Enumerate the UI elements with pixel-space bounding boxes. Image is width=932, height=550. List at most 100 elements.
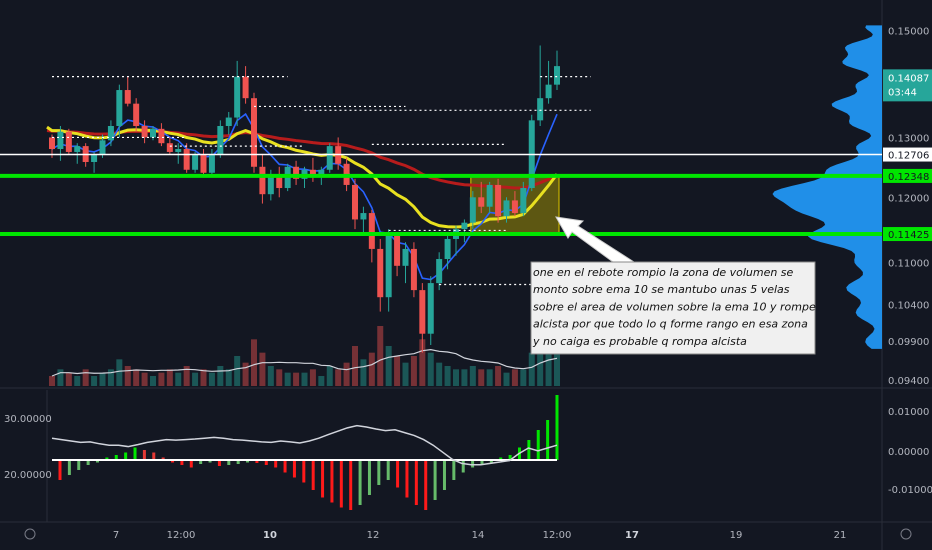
time-tick-label[interactable]: 19 — [730, 530, 743, 541]
volume-bar — [444, 366, 451, 386]
candle-body — [175, 149, 182, 152]
osc-left-tick: 20.00000 — [4, 470, 52, 481]
candle-body — [377, 248, 384, 298]
time-tick-label[interactable]: 12 — [367, 530, 380, 541]
histogram-bar — [452, 460, 456, 480]
volume-bars — [49, 326, 560, 386]
histogram-bar — [471, 460, 475, 468]
volume-bar — [419, 339, 426, 386]
candle-body — [461, 222, 468, 230]
volume-bar — [453, 369, 459, 386]
volume-bar — [335, 369, 342, 386]
candle-body — [150, 128, 156, 138]
histogram-bar — [321, 460, 325, 498]
volume-bar — [183, 366, 190, 386]
histogram-bar — [508, 455, 512, 460]
horizontal-line-label-bg — [883, 147, 932, 162]
candle-body — [107, 126, 114, 141]
volume-bar — [520, 369, 527, 386]
volume-bar — [166, 369, 173, 386]
volume-bar — [436, 362, 443, 386]
volume-bar — [495, 366, 502, 386]
time-tick-label[interactable]: 10 — [263, 530, 277, 541]
histogram-bar — [171, 460, 175, 463]
histogram-bar — [199, 460, 203, 464]
histogram-bar — [86, 460, 90, 465]
histogram-bar — [208, 460, 212, 463]
candle-body — [537, 98, 544, 121]
candle-body — [141, 126, 148, 138]
time-tick-label[interactable]: 14 — [472, 530, 485, 541]
candle-body — [124, 90, 131, 104]
histogram-bar — [161, 457, 165, 460]
histogram-bar — [96, 460, 100, 463]
volume-bar — [377, 326, 384, 386]
candle-body — [208, 154, 215, 173]
candle-body — [394, 235, 401, 266]
candle-body — [192, 154, 199, 170]
candle-body — [545, 84, 552, 99]
osc-right-tick: 0.00000 — [888, 447, 929, 458]
candle-body — [116, 90, 123, 127]
osc-right-tick: -0.01000 — [888, 485, 932, 496]
volume-bar — [368, 352, 375, 386]
volume-bar — [394, 356, 401, 386]
candle-body — [360, 213, 367, 220]
annotation-box[interactable] — [530, 261, 816, 355]
price-axis[interactable]: 0.15000 0.13000 0.12000 0.11000 0.10400 0.099… — [883, 26, 932, 387]
histogram-bar — [236, 460, 240, 464]
time-tick-label[interactable]: 12:00 — [167, 530, 196, 541]
volume-bar — [427, 352, 434, 386]
annotation-line: y no caiga es probable q rompa alcista — [532, 335, 747, 348]
time-tick-label[interactable]: 21 — [834, 530, 847, 541]
time-tick-label[interactable]: 7 — [113, 530, 119, 541]
volume-bar — [511, 369, 518, 386]
candle-body — [242, 76, 249, 99]
price-tick-label: 0.10400 — [888, 300, 929, 311]
candle-body — [495, 184, 502, 217]
histogram-bar — [114, 455, 118, 460]
candle-body — [65, 131, 72, 152]
candle-body — [410, 248, 417, 291]
timezone-icon[interactable] — [24, 528, 36, 540]
price-tick-label: 0.09400 — [888, 376, 929, 387]
volume-bar — [192, 372, 199, 386]
candle-body — [251, 98, 257, 167]
candle-body — [158, 128, 165, 144]
current-price-badge — [883, 69, 932, 102]
histogram-bar — [433, 460, 437, 500]
volume-bar — [402, 362, 409, 386]
histogram-bar — [499, 457, 503, 460]
time-tick-label[interactable]: 17 — [625, 530, 639, 541]
horizontal-line-label-bg — [883, 227, 932, 242]
volume-bar — [124, 366, 131, 386]
volume-bar — [251, 339, 257, 386]
horizontal-lines[interactable]: 0.12706 0.12348 0.11425 — [0, 147, 932, 242]
histogram-bar — [358, 460, 362, 505]
candle-body — [352, 184, 358, 220]
annotation-callout[interactable]: one en el rebote rompio la zona de volum… — [530, 261, 816, 355]
histogram-bar — [414, 460, 418, 505]
volume-bar — [360, 359, 367, 386]
time-axis[interactable]: 7 12:00 10 12 14 12:00 17 19 21 — [24, 528, 912, 541]
auto-scale-icon[interactable] — [900, 528, 912, 540]
histogram-bar — [480, 460, 484, 465]
volume-bar — [326, 366, 333, 386]
candle-body — [436, 259, 443, 284]
candle-body — [217, 126, 224, 155]
histogram-bar — [283, 460, 287, 473]
candle-body — [293, 166, 300, 179]
histogram-bar — [405, 460, 409, 498]
histogram-bar — [77, 460, 81, 470]
histogram-bar — [489, 460, 493, 463]
volume-profile-shape — [772, 25, 882, 349]
volume-bar — [528, 352, 535, 386]
candle-body — [385, 235, 392, 298]
volume-bar — [208, 372, 215, 386]
candle-body — [267, 175, 274, 195]
time-tick-label[interactable]: 12:00 — [543, 530, 572, 541]
price-tick-label: 0.09900 — [888, 337, 929, 348]
histogram-bar — [255, 460, 259, 463]
candle-body — [200, 154, 207, 173]
